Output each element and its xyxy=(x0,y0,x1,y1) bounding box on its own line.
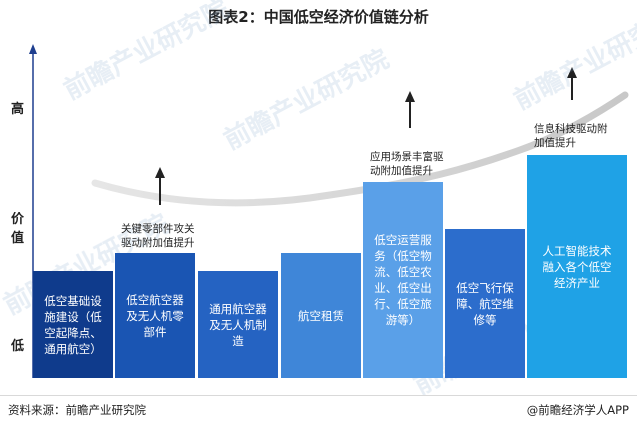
segment-leasing: 航空租赁 xyxy=(281,253,361,378)
segment-label-line: 务（低空物 xyxy=(374,249,432,263)
y-axis-value-label-1: 价 xyxy=(11,212,25,227)
segment-label-line: 游等） xyxy=(385,313,421,327)
arrow-up-icon xyxy=(155,167,165,205)
segment-label: 人工智能技术 融入各个低空 经济产业 xyxy=(543,243,612,291)
footer-source: 资料来源：前瞻产业研究院 xyxy=(8,403,146,417)
segment-label-line: 及无人机零 xyxy=(126,308,184,323)
y-axis-high-label: 高 xyxy=(11,102,25,117)
segment-label-line: 施建设（低 xyxy=(44,309,102,324)
arrow-up-icon xyxy=(567,67,577,100)
footer-divider xyxy=(0,395,637,396)
segment-label: 通用航空器 及无人机制造 xyxy=(209,301,267,349)
segment-infrastructure: 低空基础设 施建设（低 空起降点、 通用航空） xyxy=(33,271,113,378)
segment-label-line: 低空飞行保 xyxy=(456,280,514,295)
y-axis-low-label: 低 xyxy=(11,339,25,354)
segment-support: 低空飞行保 障、航空维 修等 xyxy=(445,229,525,378)
segment-label-line: 障、航空维 xyxy=(456,296,514,311)
segment-label-line: 通用航空） xyxy=(44,341,102,356)
segment-label-line: 低空航空器 xyxy=(126,292,184,307)
segment-components: 低空航空器 及无人机零 部件 xyxy=(115,253,195,378)
segment-label: 航空租赁 xyxy=(298,308,344,324)
upgrade-note-3: 信息科技驱动附 加值提升 xyxy=(534,123,608,149)
segment-label-line: 低空基础设 xyxy=(44,293,102,308)
segment-label-line: 行、低空旅 xyxy=(374,297,432,311)
y-axis-arrowhead xyxy=(29,44,37,54)
segment-label-line: 低空运营服 xyxy=(374,233,432,247)
watermark-text: 前瞻产业研究院 xyxy=(219,43,394,156)
segment-label-line: 修等 xyxy=(473,312,497,327)
watermark-text: 前瞻产业研究院 xyxy=(59,0,234,106)
segment-label-line: 部件 xyxy=(143,324,167,339)
segment-label-line: 流、低空农 xyxy=(374,265,432,279)
y-axis-value-label-2: 值 xyxy=(11,231,25,246)
footer-brand: @前瞻经济学人APP xyxy=(526,403,629,417)
segment-label-line: 人工智能技术 xyxy=(542,243,612,258)
segment-label-line: 及无人机制 xyxy=(209,317,267,332)
chart-title: 图表2：中国低空经济价值链分析 xyxy=(208,8,429,26)
segment-label-line: 业、低空出 xyxy=(374,281,432,295)
segment-label-line: 经济产业 xyxy=(554,275,600,290)
segment-label: 低空运营服务（低空物流、低空农业、低空出行、低空旅游等） xyxy=(374,232,432,328)
segment-label-line: 造 xyxy=(232,333,244,348)
segment-operations: 低空运营服务（低空物流、低空农业、低空出行、低空旅游等） xyxy=(363,182,443,378)
upgrade-note-1: 关键零部件攻关 驱动附加值提升 xyxy=(121,223,195,249)
segment-label-line: 航空租赁 xyxy=(298,308,344,323)
segment-label-line: 融入各个低空 xyxy=(542,259,612,274)
segment-label-line: 通用航空器 xyxy=(209,301,267,316)
segment-label: 低空航空器 及无人机零 部件 xyxy=(126,292,184,340)
upgrade-note-2: 应用场景丰富驱 动附加值提升 xyxy=(370,151,444,177)
arrow-up-icon xyxy=(405,91,415,128)
segment-label-line: 空起降点、 xyxy=(44,325,102,340)
segment-label: 低空飞行保 障、航空维 修等 xyxy=(456,280,514,328)
segment-label: 低空基础设 施建设（低 空起降点、 通用航空） xyxy=(44,293,102,357)
segment-manufacturing: 通用航空器 及无人机制造 xyxy=(198,271,278,378)
segment-ai-tech: 人工智能技术 融入各个低空 经济产业 xyxy=(527,155,627,378)
